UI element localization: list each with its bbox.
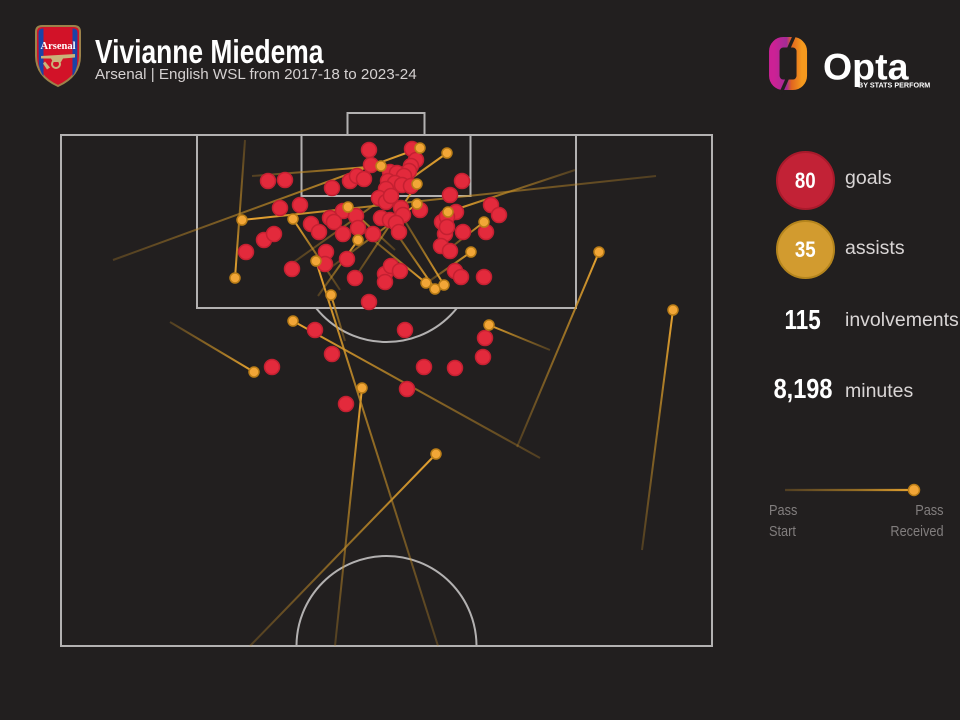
svg-text:BY STATS PERFORM: BY STATS PERFORM [858,81,930,90]
svg-text:Opta: Opta [823,46,910,88]
svg-text:Arsenal: Arsenal [41,41,76,52]
